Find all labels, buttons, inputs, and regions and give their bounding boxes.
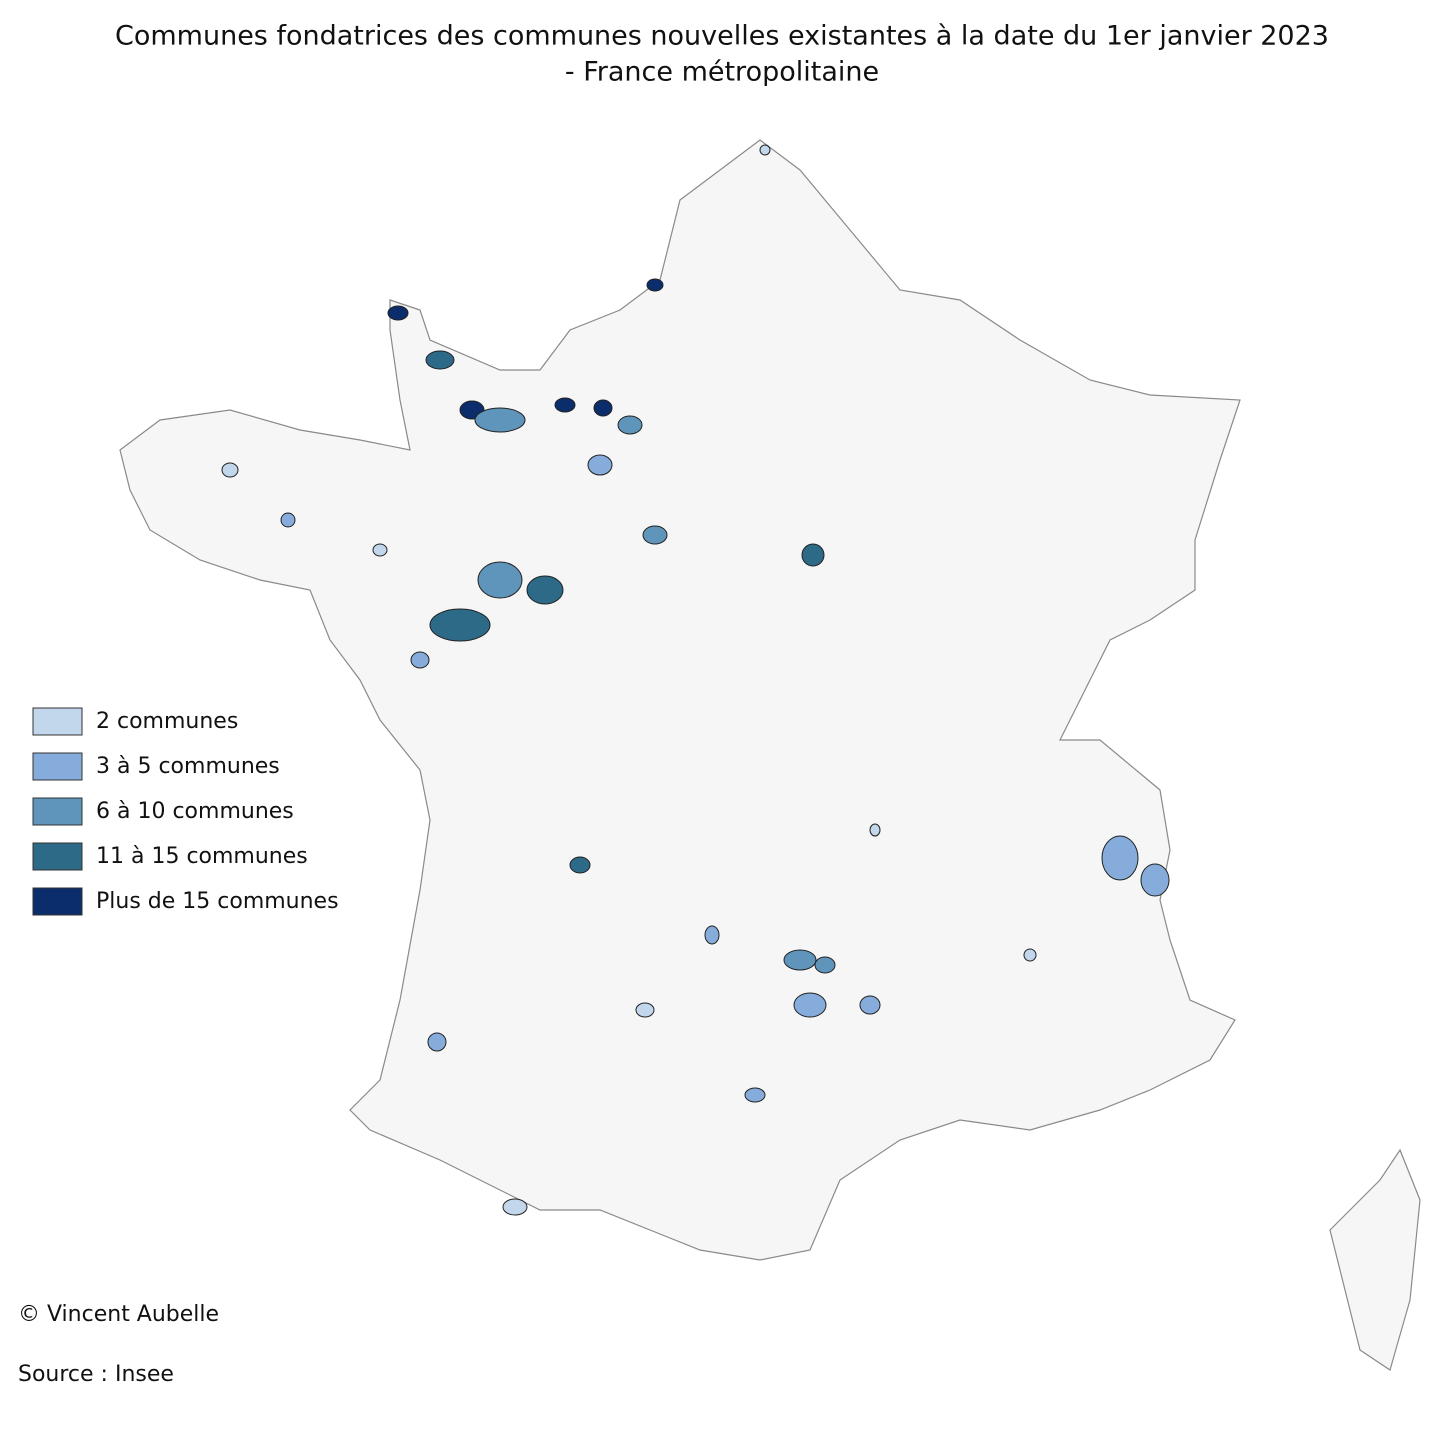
legend-label: Plus de 15 communes — [96, 889, 339, 914]
patch — [593, 399, 613, 417]
patch — [793, 992, 827, 1018]
legend-label: 6 à 10 communes — [96, 799, 294, 824]
patch — [280, 512, 296, 528]
patch — [635, 1002, 655, 1018]
patch — [410, 651, 430, 669]
credit: © Vincent Aubelle — [18, 1302, 219, 1327]
patch — [502, 1198, 528, 1216]
patch — [554, 397, 576, 413]
patch — [1140, 863, 1170, 897]
patch — [617, 415, 643, 435]
france-map — [119, 139, 1421, 1371]
patch — [221, 462, 239, 478]
patch — [642, 525, 668, 545]
legend-swatch — [32, 887, 83, 916]
patch — [859, 995, 881, 1015]
title-line: Communes fondatrices des communes nouvel… — [115, 21, 1329, 52]
patch — [1101, 835, 1139, 881]
legend-swatch — [32, 752, 83, 781]
legend-label: 11 à 15 communes — [96, 844, 308, 869]
patch — [425, 350, 455, 370]
patch — [569, 856, 591, 874]
legend-swatch — [32, 797, 83, 826]
mainland — [119, 139, 1241, 1261]
patch — [814, 956, 836, 974]
patch — [474, 407, 526, 433]
patch — [427, 1032, 447, 1052]
source: Source : Insee — [18, 1362, 174, 1387]
legend: 2 communes 3 à 5 communes 6 à 10 communes 1… — [32, 707, 339, 916]
patch — [704, 925, 720, 945]
patch — [477, 561, 523, 599]
legend-label: 3 à 5 communes — [96, 754, 280, 779]
patch — [587, 454, 613, 476]
patch — [869, 823, 881, 837]
patch — [783, 949, 817, 971]
patch — [744, 1087, 766, 1103]
patch — [429, 608, 491, 642]
corsica — [1329, 1148, 1421, 1371]
title-line: - France métropolitaine — [565, 57, 879, 88]
legend-label: 2 communes — [96, 709, 238, 734]
patch — [646, 278, 664, 292]
legend-swatch — [32, 707, 83, 736]
patch — [801, 543, 825, 567]
legend-swatch — [32, 842, 83, 871]
patch — [759, 144, 771, 156]
patch — [526, 575, 564, 605]
commune-patches — [221, 144, 1170, 1216]
patch — [387, 305, 409, 321]
patch — [1023, 948, 1037, 962]
patch — [372, 543, 388, 557]
